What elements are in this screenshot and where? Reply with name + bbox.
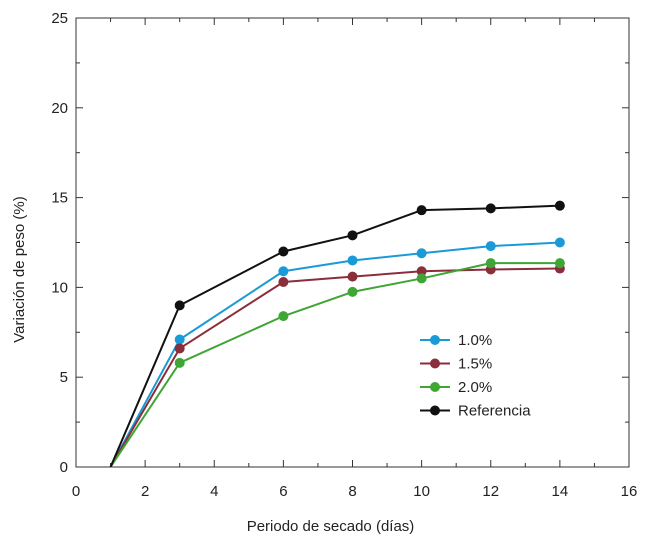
data-point bbox=[347, 255, 358, 266]
legend-label: Referencia bbox=[458, 403, 531, 420]
data-point bbox=[174, 343, 185, 354]
legend-label: 1.5% bbox=[458, 356, 492, 373]
data-point bbox=[416, 273, 427, 284]
data-point bbox=[554, 200, 565, 211]
series-1-0 bbox=[109, 237, 565, 468]
y-tick-label: 15 bbox=[51, 190, 68, 207]
legend-swatch-marker bbox=[430, 382, 440, 392]
legend-item: 1.0% bbox=[420, 332, 492, 349]
x-tick-label: 4 bbox=[210, 483, 218, 500]
y-tick-label: 5 bbox=[60, 369, 68, 386]
series-line bbox=[109, 241, 560, 468]
legend-label: 1.0% bbox=[458, 332, 492, 349]
data-point bbox=[554, 237, 565, 248]
x-tick-label: 16 bbox=[621, 483, 638, 500]
data-point bbox=[278, 246, 289, 257]
series-referencia bbox=[109, 200, 565, 468]
data-point bbox=[278, 311, 289, 322]
legend-swatch-marker bbox=[430, 358, 440, 369]
data-point bbox=[485, 203, 496, 214]
series-2-0 bbox=[109, 258, 565, 468]
legend-item: Referencia bbox=[420, 403, 531, 420]
x-tick-label: 12 bbox=[482, 483, 499, 500]
x-tick-label: 10 bbox=[413, 483, 430, 500]
data-point bbox=[347, 271, 358, 282]
data-point bbox=[554, 258, 565, 269]
x-tick-label: 14 bbox=[552, 483, 569, 500]
legend-swatch-marker bbox=[430, 335, 440, 345]
data-point bbox=[416, 248, 427, 259]
data-point bbox=[416, 266, 427, 277]
data-point bbox=[347, 230, 358, 241]
data-point bbox=[485, 258, 496, 269]
data-point bbox=[174, 357, 185, 368]
x-tick-label: 2 bbox=[141, 483, 149, 500]
x-axis-ticks: 0 2 4 6 8 10 12 14 16 bbox=[72, 18, 638, 500]
legend-swatch-marker bbox=[430, 405, 440, 416]
x-tick-label: 8 bbox=[348, 483, 356, 500]
data-point bbox=[278, 277, 289, 288]
data-point bbox=[278, 266, 289, 277]
y-axis-ticks: 0 5 10 15 20 25 bbox=[51, 10, 629, 476]
y-tick-label: 10 bbox=[51, 279, 68, 296]
data-point bbox=[174, 300, 185, 311]
x-tick-label: 0 bbox=[72, 483, 80, 500]
y-tick-label: 20 bbox=[51, 100, 68, 117]
legend-item: 2.0% bbox=[420, 379, 492, 396]
legend-item: 1.5% bbox=[420, 356, 492, 373]
data-point bbox=[174, 334, 185, 345]
y-tick-label: 25 bbox=[51, 10, 68, 27]
data-point bbox=[485, 241, 496, 252]
series-layer bbox=[109, 200, 565, 468]
y-tick-label: 0 bbox=[60, 459, 68, 476]
y-axis-title: Variación de peso (%) bbox=[11, 196, 28, 342]
data-point bbox=[416, 205, 427, 216]
x-axis-title: Periodo de secado (días) bbox=[247, 518, 415, 535]
data-point bbox=[347, 286, 358, 297]
legend: 1.0% 1.5% 2.0% Referencia bbox=[420, 332, 531, 420]
legend-label: 2.0% bbox=[458, 379, 492, 396]
x-tick-label: 6 bbox=[279, 483, 287, 500]
